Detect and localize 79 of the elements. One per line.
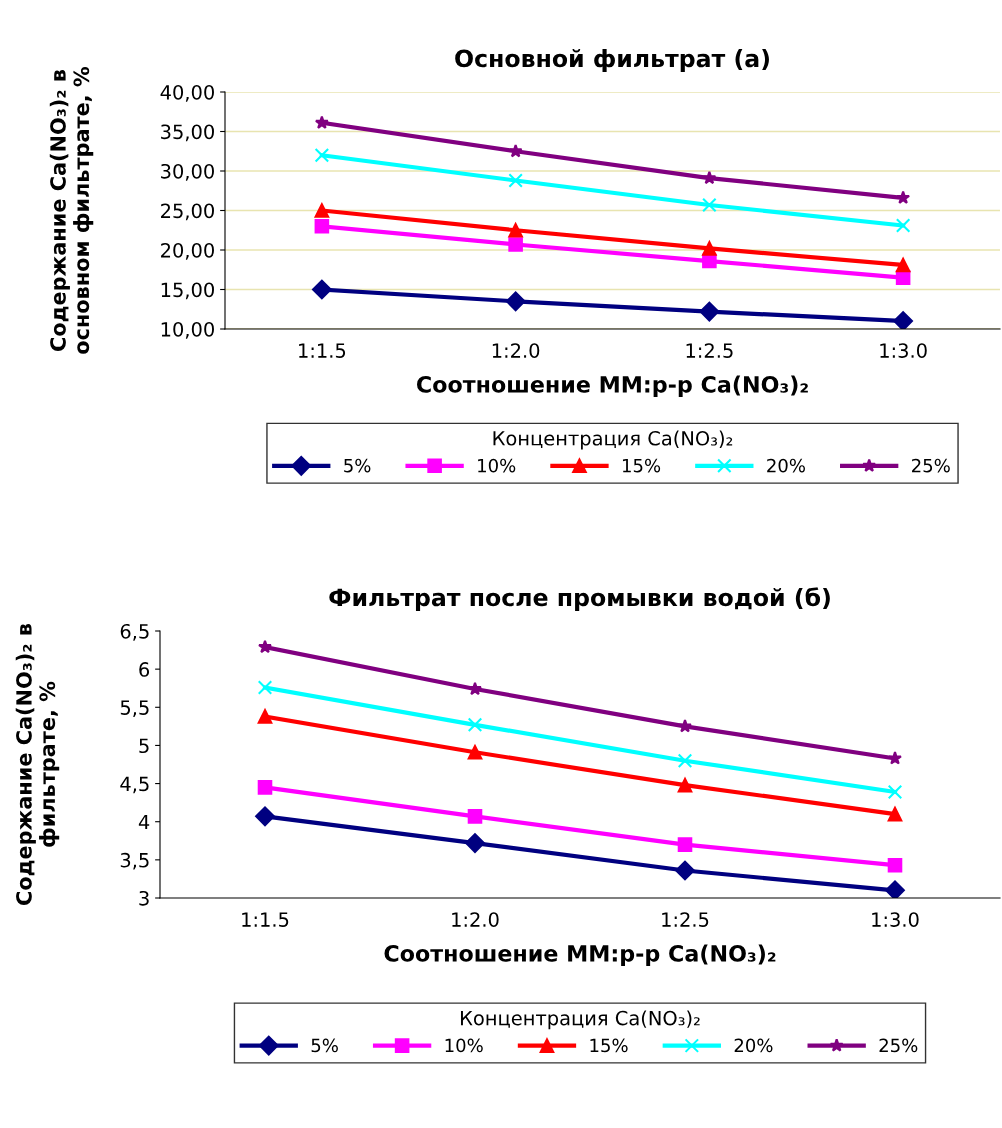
legend-title: Концентрация Ca(NO₃)₂: [461, 1010, 700, 1030]
x-tick-label: 1:2.5: [686, 343, 733, 358]
point: [255, 806, 275, 827]
point: [678, 719, 692, 733]
point: [888, 751, 902, 765]
point: [677, 777, 693, 793]
x-tick-label: 1:1.5: [242, 912, 289, 927]
y-axis-title: Содержание Ca(NO₃)₂ в фильтрате, %: [15, 623, 60, 905]
point: [314, 219, 330, 234]
chart-title: Основной фильтрат (а): [455, 48, 769, 72]
point: [505, 291, 526, 312]
legend-label: 5%: [344, 458, 371, 473]
point: [257, 780, 273, 795]
point: [468, 681, 482, 696]
point: [677, 753, 693, 768]
point: [893, 311, 913, 329]
point: [508, 237, 523, 252]
x-tick-label: 1:3.0: [872, 912, 919, 927]
y-tick-label: 5,5: [120, 700, 149, 717]
point: [675, 860, 695, 881]
point: [467, 745, 483, 760]
point: [465, 833, 485, 853]
x-tick-label: 1:2.5: [662, 912, 709, 927]
point: [702, 197, 717, 213]
x-tick-label: 1:2.0: [452, 912, 499, 927]
point: [467, 717, 483, 733]
y-tick-label: 10,00: [161, 321, 214, 339]
x-tick-label: 1:2.0: [492, 343, 540, 358]
legend-label: 15%: [622, 458, 661, 473]
point: [258, 639, 272, 654]
point: [896, 190, 911, 204]
legend-label: 25%: [879, 1038, 918, 1053]
y-tick-label: 6: [139, 662, 150, 677]
point: [702, 241, 717, 256]
point: [895, 218, 911, 233]
y-axis-title: Содержание Ca(NO₃)₂ в основном фильтрате, %: [49, 66, 94, 354]
y-tick-label: 4,5: [120, 776, 149, 794]
y-tick-label: 15,00: [161, 282, 214, 300]
legend-label: 10%: [445, 1038, 483, 1053]
point: [887, 784, 903, 800]
point: [699, 301, 720, 322]
point: [887, 857, 903, 873]
y-tick-label: 3,5: [120, 852, 149, 870]
x-tick-label: 1:1.5: [299, 343, 346, 358]
y-tick-label: 20,00: [161, 242, 214, 260]
point: [895, 257, 911, 273]
y-tick-label: 40,00: [160, 84, 214, 102]
point: [508, 173, 523, 188]
legend-label: 15%: [590, 1038, 628, 1053]
point: [257, 680, 273, 695]
y-tick-label: 4: [138, 814, 150, 830]
x-tick-label: 1:3.0: [880, 343, 927, 358]
point: [314, 147, 330, 163]
y-tick-label: 3: [139, 890, 149, 906]
legend-label: 20%: [734, 1038, 773, 1053]
point: [257, 709, 273, 724]
y-tick-label: 25,00: [161, 203, 214, 221]
legend-label: 20%: [767, 458, 805, 473]
point: [312, 279, 332, 300]
x-axis-title: Соотношение ММ:р-р Ca(NO₃)₂: [384, 944, 776, 967]
point: [508, 143, 523, 158]
x-axis-title: Соотношение ММ:р-р Ca(NO₃)₂: [417, 375, 808, 398]
point: [314, 115, 329, 129]
legend-label: 25%: [912, 458, 950, 473]
y-tick-label: 6,5: [120, 623, 149, 641]
point: [885, 880, 905, 898]
y-tick-label: 30,00: [161, 163, 214, 181]
point: [702, 170, 717, 185]
point: [314, 203, 330, 218]
legend-title: Концентрация Ca(NO₃)₂: [493, 430, 733, 450]
point: [887, 806, 903, 822]
point: [677, 837, 693, 852]
y-tick-label: 35,00: [161, 124, 214, 142]
legend-label: 5%: [311, 1038, 338, 1053]
y-tick-label: 5: [139, 738, 149, 754]
point: [467, 809, 483, 824]
chart-title: Фильтрат после промывки водой (б): [329, 587, 830, 611]
legend-label: 10%: [478, 458, 516, 473]
point: [508, 222, 523, 238]
